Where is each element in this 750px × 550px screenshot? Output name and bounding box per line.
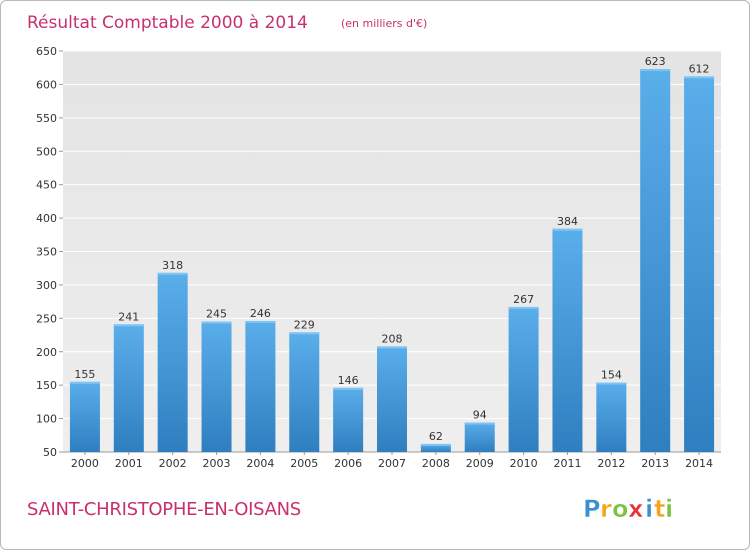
x-tick-label: 2010 (510, 457, 538, 470)
bar-top-highlight (552, 228, 583, 231)
y-tick-label: 500 (36, 145, 57, 158)
bar-top-highlight (113, 324, 144, 327)
bar-2004 (245, 321, 276, 452)
bar-2014 (684, 76, 715, 452)
y-tick-label: 200 (36, 346, 57, 359)
value-label-2003: 245 (206, 308, 227, 321)
bar-top-highlight (464, 422, 495, 425)
x-tick-label: 2002 (159, 457, 187, 470)
chart-subtitle: (en milliers d'€) (341, 17, 427, 30)
value-labels: 155 241 318 245 246 229 146 208 62 94 267 384 154 623… (74, 55, 709, 443)
bar-top-highlight (684, 76, 715, 79)
x-tick-label: 2012 (597, 457, 625, 470)
x-axis: 2000 2001 2002 2003 2004 2005 2006 2007 2008 2009… (71, 452, 713, 470)
bar-top-highlight (201, 321, 232, 324)
x-tick-label: 2013 (641, 457, 669, 470)
x-tick-label: 2007 (378, 457, 406, 470)
logo-letter: x (628, 495, 644, 523)
x-tick-label: 2014 (685, 457, 713, 470)
x-tick-label: 2004 (246, 457, 274, 470)
bar-top-highlight (333, 387, 364, 390)
chart-title: Résultat Comptable 2000 à 2014 (27, 13, 308, 33)
x-tick-label: 2009 (466, 457, 494, 470)
value-label-2008: 62 (429, 430, 443, 443)
bar-top-highlight (157, 272, 188, 275)
bar-2006 (333, 387, 364, 452)
logo-letter: o (612, 495, 629, 523)
y-tick-label: 150 (36, 379, 57, 392)
bar-top-highlight (640, 69, 671, 72)
bar-top-highlight (69, 381, 100, 384)
bar-2005 (289, 332, 320, 452)
y-tick-label: 400 (36, 212, 57, 225)
logo-letter: i (645, 495, 653, 523)
bar-top-highlight (596, 382, 627, 385)
value-label-2012: 154 (601, 368, 622, 381)
y-tick-label: 100 (36, 413, 57, 426)
value-label-2001: 241 (118, 310, 139, 323)
bar-2008 (420, 443, 451, 452)
bar-top-highlight (377, 346, 407, 349)
bar-2012 (596, 382, 627, 452)
x-tick-label: 2001 (115, 457, 143, 470)
value-label-2010: 267 (513, 293, 534, 306)
bar-top-highlight (508, 306, 539, 309)
y-tick-label: 350 (36, 246, 57, 259)
logo-letter: t (654, 495, 665, 523)
value-label-2011: 384 (557, 215, 578, 228)
bar-2003 (201, 321, 232, 452)
bar-top-highlight (245, 321, 276, 324)
y-tick-label: 50 (43, 446, 57, 459)
y-tick-label: 600 (36, 78, 57, 91)
x-tick-label: 2000 (71, 457, 99, 470)
value-label-2004: 246 (250, 307, 271, 320)
value-label-2002: 318 (162, 259, 183, 272)
bar-2009 (464, 422, 495, 452)
bar-2007 (377, 346, 407, 452)
bar-2011 (552, 228, 583, 452)
y-tick-label: 450 (36, 179, 57, 192)
y-tick-label: 300 (36, 279, 57, 292)
bar-2000 (69, 381, 100, 452)
y-tick-label: 250 (36, 312, 57, 325)
value-label-2007: 208 (382, 332, 403, 345)
y-tick-label: 650 (36, 45, 57, 58)
commune-name: SAINT-CHRISTOPHE-EN-OISANS (27, 499, 301, 520)
logo-letter: P (583, 495, 601, 523)
y-tick-label: 550 (36, 112, 57, 125)
x-tick-label: 2008 (422, 457, 450, 470)
bar-2010 (508, 306, 539, 452)
bar-2013 (640, 69, 671, 453)
value-label-2009: 94 (473, 409, 487, 422)
bars (69, 69, 715, 453)
value-label-2006: 146 (338, 374, 359, 387)
value-label-2000: 155 (74, 368, 95, 381)
bar-2001 (113, 324, 144, 452)
logo-letter: i (665, 495, 673, 523)
x-tick-label: 2006 (334, 457, 362, 470)
value-label-2013: 623 (645, 55, 666, 68)
bar-top-highlight (289, 332, 320, 335)
logo-letter: r (600, 495, 612, 523)
bar-top-highlight (420, 443, 451, 446)
x-tick-label: 2003 (203, 457, 231, 470)
x-tick-label: 2011 (553, 457, 581, 470)
value-label-2005: 229 (294, 318, 315, 331)
bar-2002 (157, 272, 188, 452)
value-label-2014: 612 (689, 62, 710, 75)
x-tick-label: 2005 (290, 457, 318, 470)
